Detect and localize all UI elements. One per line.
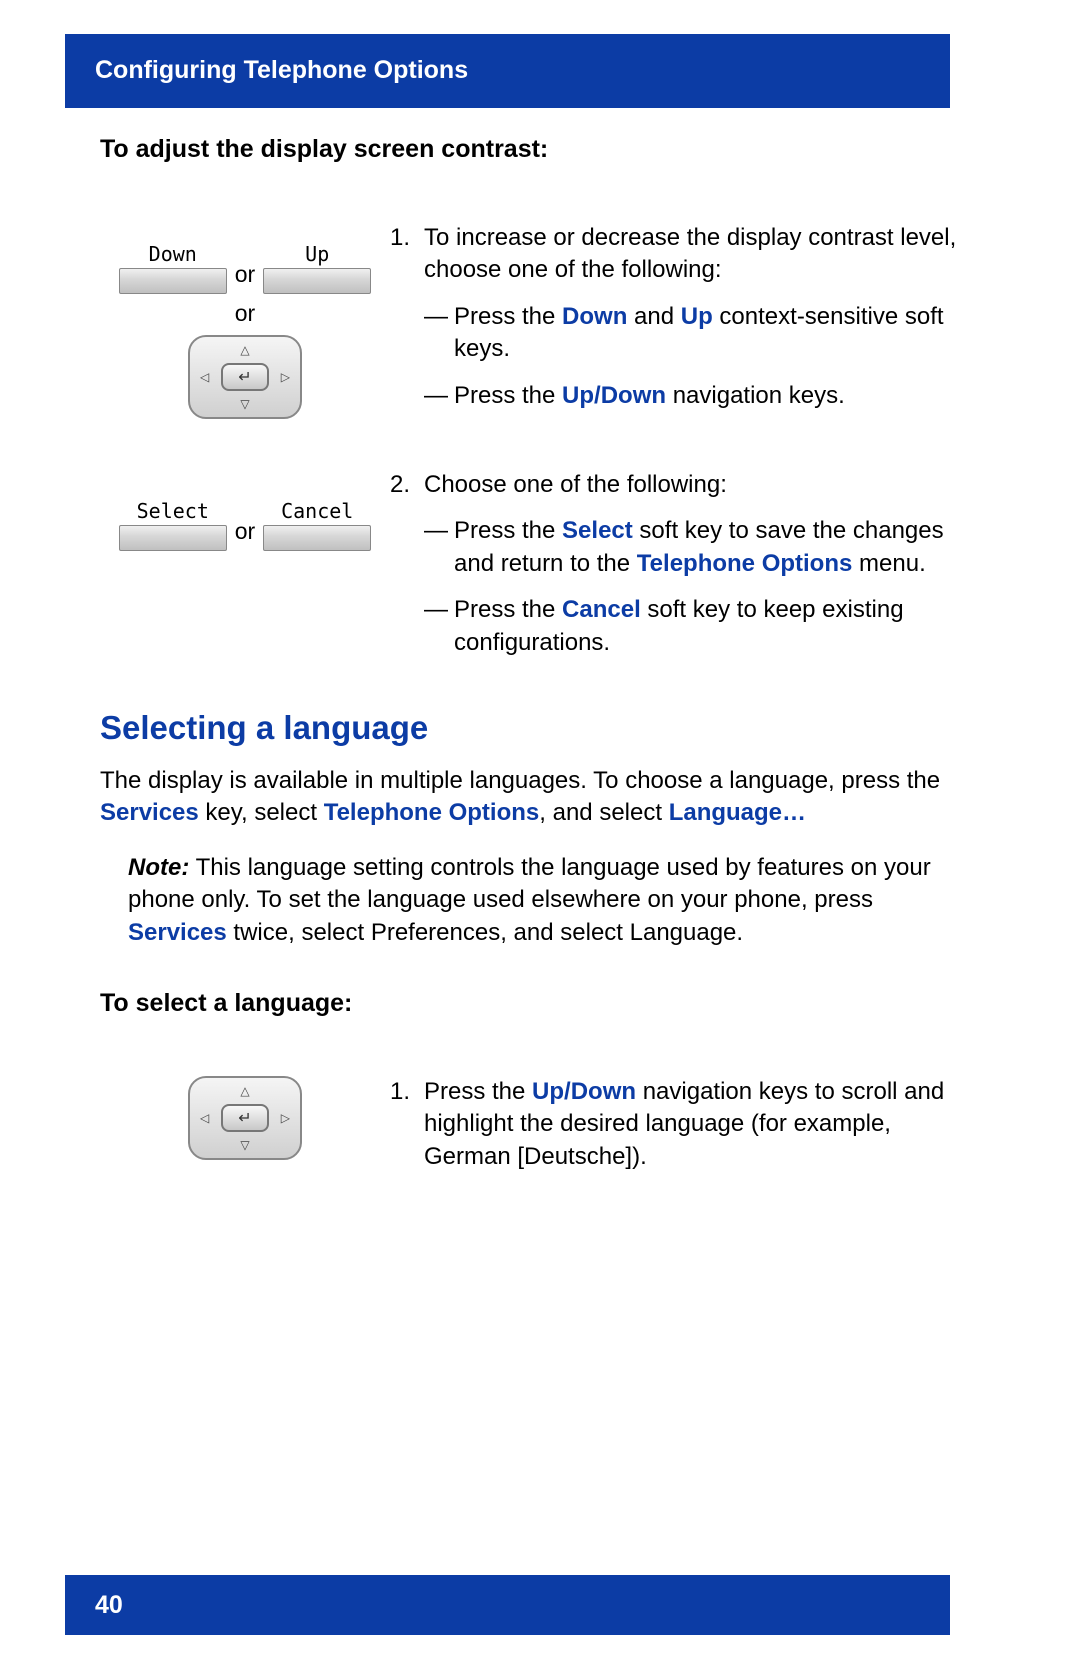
- or-text-1: or: [235, 261, 255, 288]
- nav-enter-icon: ↵: [221, 363, 269, 391]
- or-text-3: or: [235, 518, 255, 545]
- down-soft-key: [119, 268, 227, 294]
- nav-right-icon: ▷: [281, 370, 290, 384]
- s1b2a: Press the: [454, 382, 562, 409]
- step-2-number: 2.: [390, 469, 424, 659]
- s1b2b: navigation keys.: [666, 382, 845, 409]
- lang-step-1-graphic: △ ▽ ◁ ▷ ↵: [100, 1076, 390, 1160]
- s1b1a: Press the: [454, 303, 562, 330]
- select-key-label: Select: [119, 499, 227, 523]
- page-footer: 40: [65, 1575, 950, 1635]
- nav-left-icon: ◁: [200, 370, 209, 384]
- nav-right-icon: ▷: [281, 1111, 290, 1125]
- s2b1c: menu.: [852, 550, 925, 577]
- header-title: Configuring Telephone Options: [95, 56, 468, 84]
- cancel-key-label: Cancel: [263, 499, 371, 523]
- dash-icon: —: [424, 380, 454, 412]
- dash-icon: —: [424, 594, 454, 659]
- dash-icon: —: [424, 301, 454, 366]
- note-b: twice, select Preferences, and select La…: [227, 919, 743, 946]
- page-number: 40: [95, 1591, 123, 1619]
- down-key-label: Down: [119, 242, 227, 266]
- note-a: This language setting controls the langu…: [128, 854, 931, 913]
- content: To adjust the display screen contrast: D…: [100, 135, 960, 1223]
- nav-enter-icon: ↵: [221, 1104, 269, 1132]
- step-1-number: 1.: [390, 222, 424, 412]
- heading-selecting-language: Selecting a language: [100, 709, 960, 747]
- section-title-select-language: To select a language:: [100, 989, 960, 1018]
- step-2-text: 2. Choose one of the following: — Press …: [390, 469, 960, 659]
- step-1-intro: To increase or decrease the display cont…: [424, 224, 956, 283]
- step-2-row: Select or Cancel 2. Choose one of the fo…: [100, 469, 960, 659]
- page-header: Configuring Telephone Options: [65, 34, 950, 108]
- section-title-contrast: To adjust the display screen contrast:: [100, 135, 960, 164]
- step-1-row: Down or Up or △ ▽ ◁ ▷ ↵: [100, 222, 960, 419]
- up-term: Up: [681, 303, 713, 330]
- nav-key-icon: △ ▽ ◁ ▷ ↵: [188, 335, 302, 419]
- note-label: Note:: [128, 854, 189, 881]
- lang-step-1-row: △ ▽ ◁ ▷ ↵ 1. Press the Up/Down navigatio…: [100, 1076, 960, 1173]
- s1b1mid: and: [627, 303, 680, 330]
- updown-term: Up/Down: [562, 382, 666, 409]
- note-block: Note: This language setting controls the…: [128, 852, 950, 949]
- cancel-term: Cancel: [562, 596, 641, 623]
- language-term: Language…: [669, 799, 806, 826]
- select-term: Select: [562, 517, 633, 544]
- nav-down-icon: ▽: [240, 397, 249, 411]
- select-soft-key: [119, 525, 227, 551]
- nav-up-icon: △: [240, 1084, 249, 1098]
- down-term: Down: [562, 303, 627, 330]
- step-2-graphic: Select or Cancel: [100, 469, 390, 551]
- nav-down-icon: ▽: [240, 1138, 249, 1152]
- dash-icon: —: [424, 515, 454, 580]
- nav-key-icon-2: △ ▽ ◁ ▷ ↵: [188, 1076, 302, 1160]
- services-term: Services: [100, 799, 199, 826]
- nav-up-icon: △: [240, 343, 249, 357]
- step-1-graphic: Down or Up or △ ▽ ◁ ▷ ↵: [100, 222, 390, 419]
- services-term-2: Services: [128, 919, 227, 946]
- s2b1a: Press the: [454, 517, 562, 544]
- lp-c: , and select: [539, 799, 668, 826]
- lp-a: The display is available in multiple lan…: [100, 767, 940, 794]
- telopt-term: Telephone Options: [637, 550, 853, 577]
- language-intro-para: The display is available in multiple lan…: [100, 765, 960, 830]
- updown-term-2: Up/Down: [532, 1078, 636, 1105]
- up-key-label: Up: [263, 242, 371, 266]
- cancel-soft-key: [263, 525, 371, 551]
- step-1-text: 1. To increase or decrease the display c…: [390, 222, 960, 412]
- lang-step-1-number: 1.: [390, 1076, 424, 1173]
- s2b2a: Press the: [454, 596, 562, 623]
- up-soft-key: [263, 268, 371, 294]
- lang-step-1-text: 1. Press the Up/Down navigation keys to …: [390, 1076, 960, 1173]
- nav-left-icon: ◁: [200, 1111, 209, 1125]
- telopt-term-2: Telephone Options: [324, 799, 540, 826]
- ls1a: Press the: [424, 1078, 532, 1105]
- or-text-2: or: [100, 300, 390, 327]
- lp-b: key, select: [199, 799, 324, 826]
- step-2-intro: Choose one of the following:: [424, 471, 727, 498]
